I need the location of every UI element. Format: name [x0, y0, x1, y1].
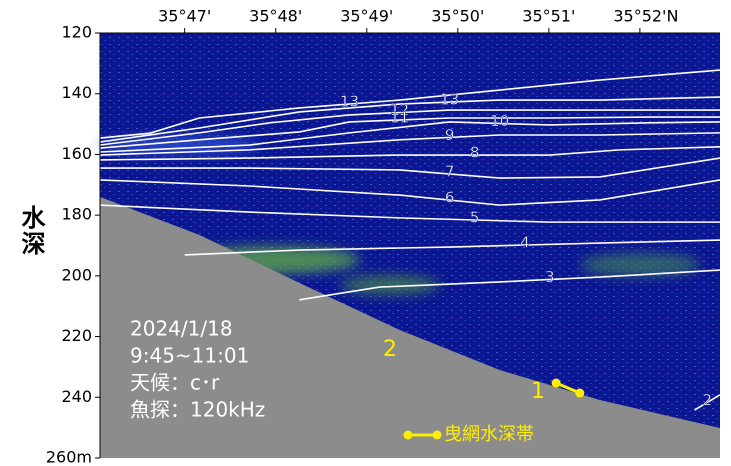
y-tick-label: 260m — [46, 448, 92, 466]
annotation: 9:45~11:01 — [130, 344, 249, 368]
y-tick-label: 240 — [61, 387, 92, 406]
y-tick-label: 220 — [61, 326, 92, 345]
trawl-end — [575, 389, 584, 398]
isotherm-label: 6 — [445, 189, 455, 207]
y-tick-label: 200 — [61, 265, 92, 284]
annotation: 魚探：120kHz — [130, 398, 265, 422]
isotherm-label: 5 — [470, 209, 480, 227]
y-tick-label: 160 — [61, 144, 92, 163]
isotherm-label: 11 — [390, 108, 409, 126]
y-axis-label: 水深 — [14, 205, 49, 257]
isotherm-label: 7 — [445, 163, 455, 181]
isotherm-label: 9 — [445, 126, 455, 144]
page: 1313121110987654321201401601802002202402… — [0, 0, 731, 466]
x-tick-label: 35°52'N — [613, 7, 678, 26]
isotherm-label: 4 — [520, 234, 530, 252]
annotation: 2024/1/18 — [130, 317, 233, 341]
y-tick-label: 140 — [61, 83, 92, 102]
tow-label: 2 — [383, 337, 397, 362]
isotherm-label: 2 — [702, 391, 712, 409]
annotation: 天候：c･r — [130, 371, 220, 395]
tow-label: 1 — [531, 379, 545, 404]
isotherm-label: 3 — [545, 268, 555, 286]
y-tick-label: 180 — [61, 205, 92, 224]
isotherm-label: 8 — [470, 144, 480, 162]
legend-symbol-end — [404, 431, 413, 440]
legend-label: 曳網水深帯 — [444, 424, 534, 445]
trawl-end — [552, 379, 561, 388]
x-tick-label: 35°50' — [431, 7, 484, 26]
isotherm-label: 10 — [490, 112, 509, 130]
isotherm-label: 13 — [440, 91, 459, 109]
chart: 1313121110987654321201401601802002202402… — [0, 0, 731, 466]
legend-symbol-end — [433, 431, 442, 440]
x-tick-label: 35°49' — [340, 7, 393, 26]
x-tick-label: 35°48' — [249, 7, 302, 26]
y-tick-label: 120 — [61, 23, 92, 42]
x-tick-label: 35°51' — [522, 7, 575, 26]
x-tick-label: 35°47' — [158, 7, 211, 26]
